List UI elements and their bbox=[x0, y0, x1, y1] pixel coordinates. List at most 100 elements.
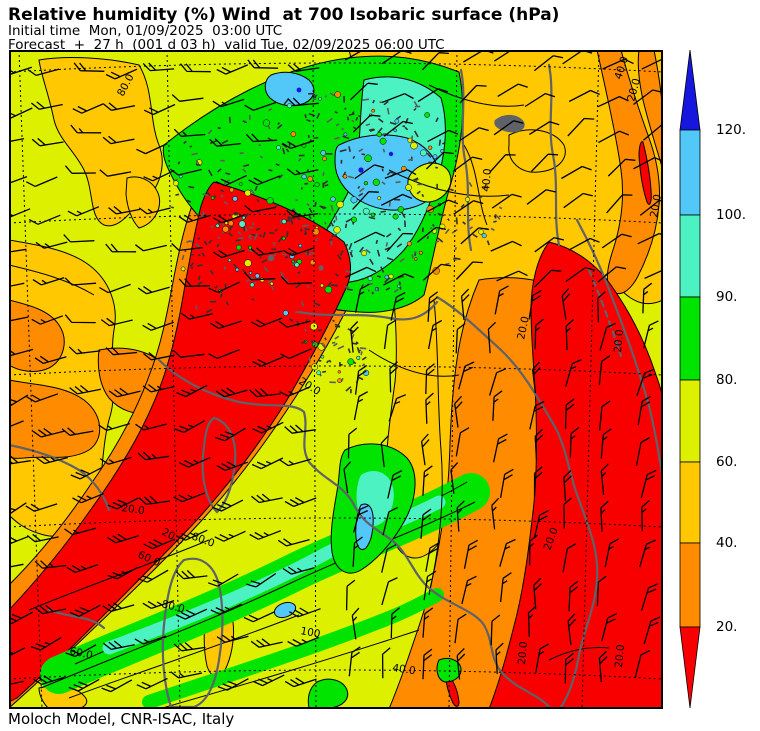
wind-barb bbox=[389, 361, 399, 393]
wind-barb bbox=[9, 316, 29, 322]
wind-barb bbox=[287, 63, 320, 72]
wind-barb bbox=[216, 64, 249, 75]
colorbar-tick-label: 120. bbox=[716, 122, 747, 138]
wind-barb bbox=[64, 527, 96, 536]
wind-barb bbox=[423, 570, 437, 601]
wind-barb bbox=[135, 244, 167, 252]
wind-barb bbox=[497, 83, 528, 97]
wind-barb bbox=[347, 427, 358, 459]
wind-barb bbox=[209, 320, 242, 330]
wind-barb bbox=[642, 282, 653, 314]
wind-barb bbox=[217, 678, 249, 691]
wind-barb bbox=[453, 200, 484, 215]
wind-barb bbox=[381, 544, 397, 573]
wind-barb bbox=[350, 321, 359, 353]
wind-barb bbox=[563, 192, 593, 209]
wind-barb bbox=[28, 214, 61, 225]
wind-barb bbox=[66, 563, 99, 574]
wind-barb bbox=[250, 247, 283, 256]
wind-barb bbox=[492, 390, 503, 421]
wind-barb bbox=[529, 400, 545, 430]
wind-barb bbox=[101, 679, 133, 693]
wind-barb bbox=[72, 492, 104, 504]
wind-barb bbox=[390, 292, 406, 321]
wind-barb bbox=[567, 613, 577, 645]
wind-barb bbox=[489, 154, 516, 174]
wind-barb bbox=[456, 500, 465, 532]
wind-barb bbox=[63, 234, 95, 243]
wind-barb bbox=[212, 499, 244, 512]
wind-barb bbox=[175, 608, 208, 620]
wind-barb bbox=[565, 266, 596, 283]
initial-time-line: Initial time Mon, 01/09/2025 03:00 UTC bbox=[8, 23, 283, 39]
wind-barb bbox=[282, 247, 315, 257]
wind-barb bbox=[69, 384, 102, 395]
wind-barb bbox=[637, 395, 652, 426]
wind-barb bbox=[600, 463, 609, 495]
forecast-valid-line: Forecast + 27 h (001 d 03 h) valid Tue, … bbox=[8, 37, 445, 53]
weather-map: 80.0 40.0 20.0 40.0 20.0 20.0 20.0 20.0 20.0 20.0… bbox=[9, 50, 663, 709]
wind-barb bbox=[142, 599, 175, 610]
wind-barb bbox=[421, 52, 449, 71]
wind-barb bbox=[31, 315, 64, 325]
wind-barb bbox=[108, 205, 141, 215]
wind-barb bbox=[34, 560, 67, 569]
wind-barb bbox=[351, 607, 360, 640]
wind-barb bbox=[596, 575, 607, 607]
wind-barb bbox=[9, 137, 25, 143]
wind-barb bbox=[382, 93, 414, 104]
wind-barb bbox=[601, 233, 632, 249]
wind-barb bbox=[354, 364, 368, 395]
wind-barb bbox=[562, 543, 577, 573]
wind-barb bbox=[175, 570, 208, 580]
wind-barb bbox=[460, 288, 470, 321]
wind-barb bbox=[216, 461, 249, 472]
contour-label: 60.0 bbox=[68, 645, 93, 662]
wind-barb bbox=[142, 384, 175, 393]
wind-barb bbox=[253, 674, 285, 687]
wind-barb bbox=[456, 648, 466, 680]
wind-barb bbox=[492, 433, 508, 463]
colorbar-tick-label: 90. bbox=[716, 289, 738, 305]
colorbar-segment bbox=[679, 461, 701, 544]
wind-barb bbox=[349, 82, 378, 101]
wind-barb bbox=[499, 538, 516, 567]
wind-barb bbox=[499, 572, 512, 603]
wind-barb bbox=[138, 207, 171, 215]
wind-barb bbox=[606, 194, 633, 214]
river-adige bbox=[459, 68, 473, 252]
wind-barb bbox=[633, 89, 663, 106]
contour-label: 20.0 bbox=[612, 329, 626, 353]
wind-barb bbox=[427, 291, 439, 322]
wind-barb bbox=[344, 266, 377, 278]
wind-barb bbox=[641, 58, 663, 70]
wind-barb bbox=[9, 175, 28, 184]
terrain-speckle-layer bbox=[170, 91, 503, 394]
wind-barb bbox=[26, 393, 59, 403]
wind-barb bbox=[561, 287, 571, 320]
wind-barb bbox=[280, 348, 312, 359]
coast-balkan bbox=[575, 218, 663, 482]
wind-barb bbox=[527, 605, 537, 637]
wind-barb bbox=[565, 359, 582, 387]
wind-barb bbox=[641, 500, 650, 532]
wind-barb bbox=[383, 319, 397, 350]
wind-barb bbox=[179, 456, 211, 468]
wind-barb bbox=[454, 613, 467, 644]
wind-barb bbox=[72, 103, 104, 114]
wind-barb bbox=[100, 317, 133, 327]
wind-barb bbox=[563, 497, 572, 529]
wind-barb bbox=[427, 199, 459, 213]
wind-barb bbox=[284, 677, 317, 688]
wind-barb bbox=[215, 174, 247, 187]
colorbar-tick-label: 20. bbox=[716, 619, 738, 635]
colorbar-segment bbox=[679, 626, 701, 709]
wind-barb bbox=[286, 209, 318, 218]
wind-barb bbox=[597, 96, 629, 108]
wind-barb bbox=[496, 270, 528, 282]
wind-barb bbox=[64, 314, 96, 324]
colorbar-segment bbox=[679, 542, 701, 628]
wind-barb bbox=[640, 469, 657, 499]
wind-barb bbox=[9, 680, 24, 686]
wind-barb bbox=[70, 467, 102, 480]
